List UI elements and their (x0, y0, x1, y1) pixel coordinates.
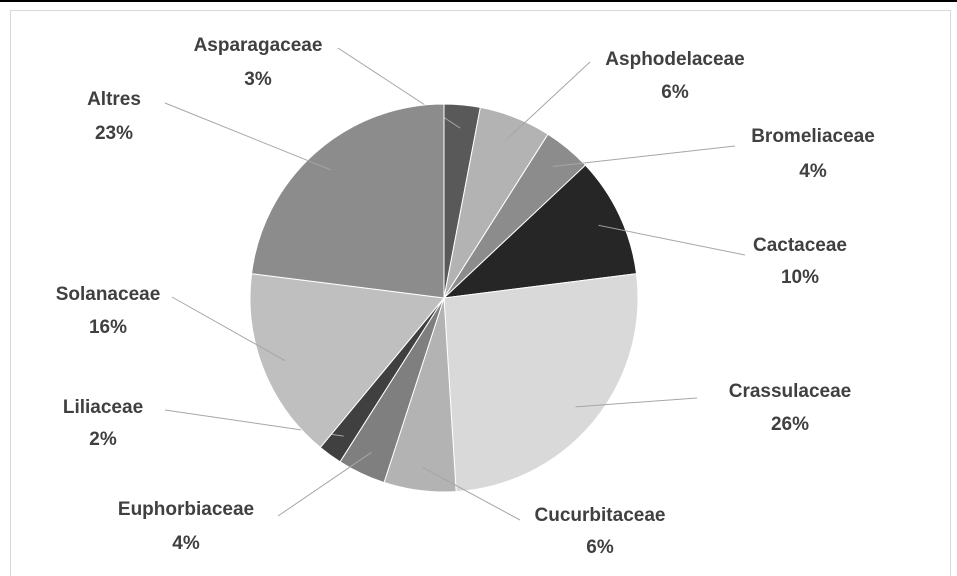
value-label: 6% (586, 537, 614, 558)
leader-line (575, 397, 698, 408)
value-label: 10% (781, 267, 819, 288)
category-label: Cactaceae (753, 235, 847, 256)
category-label: Liliaceae (63, 397, 143, 418)
value-label: 23% (95, 123, 133, 144)
pie-slice (250, 103, 445, 299)
category-label: Cucurbitaceae (535, 505, 666, 526)
chart-border (10, 10, 951, 576)
category-label: Solanaceae (56, 284, 161, 305)
value-label: 3% (244, 69, 272, 90)
leader-line (171, 296, 286, 362)
category-label: Asparagaceae (194, 35, 323, 56)
pie-slice (442, 164, 638, 299)
category-label: Euphorbiaceae (118, 499, 254, 520)
leader-line (506, 61, 591, 140)
leader-line (164, 102, 332, 171)
pie-slice (249, 273, 445, 449)
value-label: 26% (771, 414, 809, 435)
leader-line (552, 145, 736, 167)
value-label: 4% (799, 161, 827, 182)
value-label: 16% (89, 317, 127, 338)
value-label: 4% (172, 533, 200, 554)
leader-line (422, 466, 521, 521)
top-rule (0, 0, 957, 2)
category-label: Altres (87, 89, 141, 110)
leader-line (277, 452, 372, 517)
category-label: Asphodelaceae (605, 49, 744, 70)
value-label: 6% (661, 82, 689, 103)
category-label: Bromeliaceae (751, 126, 875, 147)
leader-line (598, 224, 746, 256)
value-label: 2% (89, 429, 117, 450)
category-label: Crassulaceae (729, 381, 852, 402)
pie-slice (443, 273, 639, 493)
